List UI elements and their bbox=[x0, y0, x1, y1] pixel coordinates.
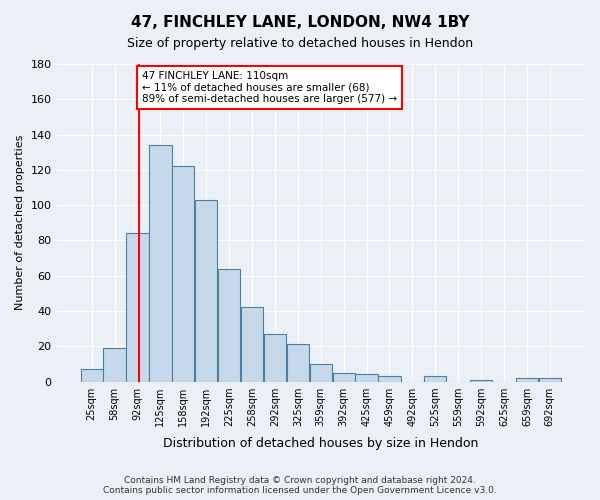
Bar bbox=[127, 234, 149, 382]
Bar bbox=[379, 376, 401, 382]
Bar bbox=[516, 378, 538, 382]
Bar bbox=[218, 268, 240, 382]
Bar bbox=[287, 344, 309, 382]
Bar bbox=[241, 308, 263, 382]
Bar bbox=[310, 364, 332, 382]
Bar bbox=[172, 166, 194, 382]
X-axis label: Distribution of detached houses by size in Hendon: Distribution of detached houses by size … bbox=[163, 437, 478, 450]
Bar bbox=[195, 200, 217, 382]
Text: 47, FINCHLEY LANE, LONDON, NW4 1BY: 47, FINCHLEY LANE, LONDON, NW4 1BY bbox=[131, 15, 469, 30]
Bar bbox=[149, 145, 172, 382]
Bar bbox=[264, 334, 286, 382]
Bar bbox=[80, 369, 103, 382]
Text: 47 FINCHLEY LANE: 110sqm
← 11% of detached houses are smaller (68)
89% of semi-d: 47 FINCHLEY LANE: 110sqm ← 11% of detach… bbox=[142, 71, 397, 104]
Bar bbox=[539, 378, 561, 382]
Bar bbox=[103, 348, 125, 382]
Bar bbox=[424, 376, 446, 382]
Bar bbox=[470, 380, 492, 382]
Text: Size of property relative to detached houses in Hendon: Size of property relative to detached ho… bbox=[127, 38, 473, 51]
Y-axis label: Number of detached properties: Number of detached properties bbox=[15, 135, 25, 310]
Bar bbox=[332, 372, 355, 382]
Text: Contains HM Land Registry data © Crown copyright and database right 2024.
Contai: Contains HM Land Registry data © Crown c… bbox=[103, 476, 497, 495]
Bar bbox=[355, 374, 378, 382]
